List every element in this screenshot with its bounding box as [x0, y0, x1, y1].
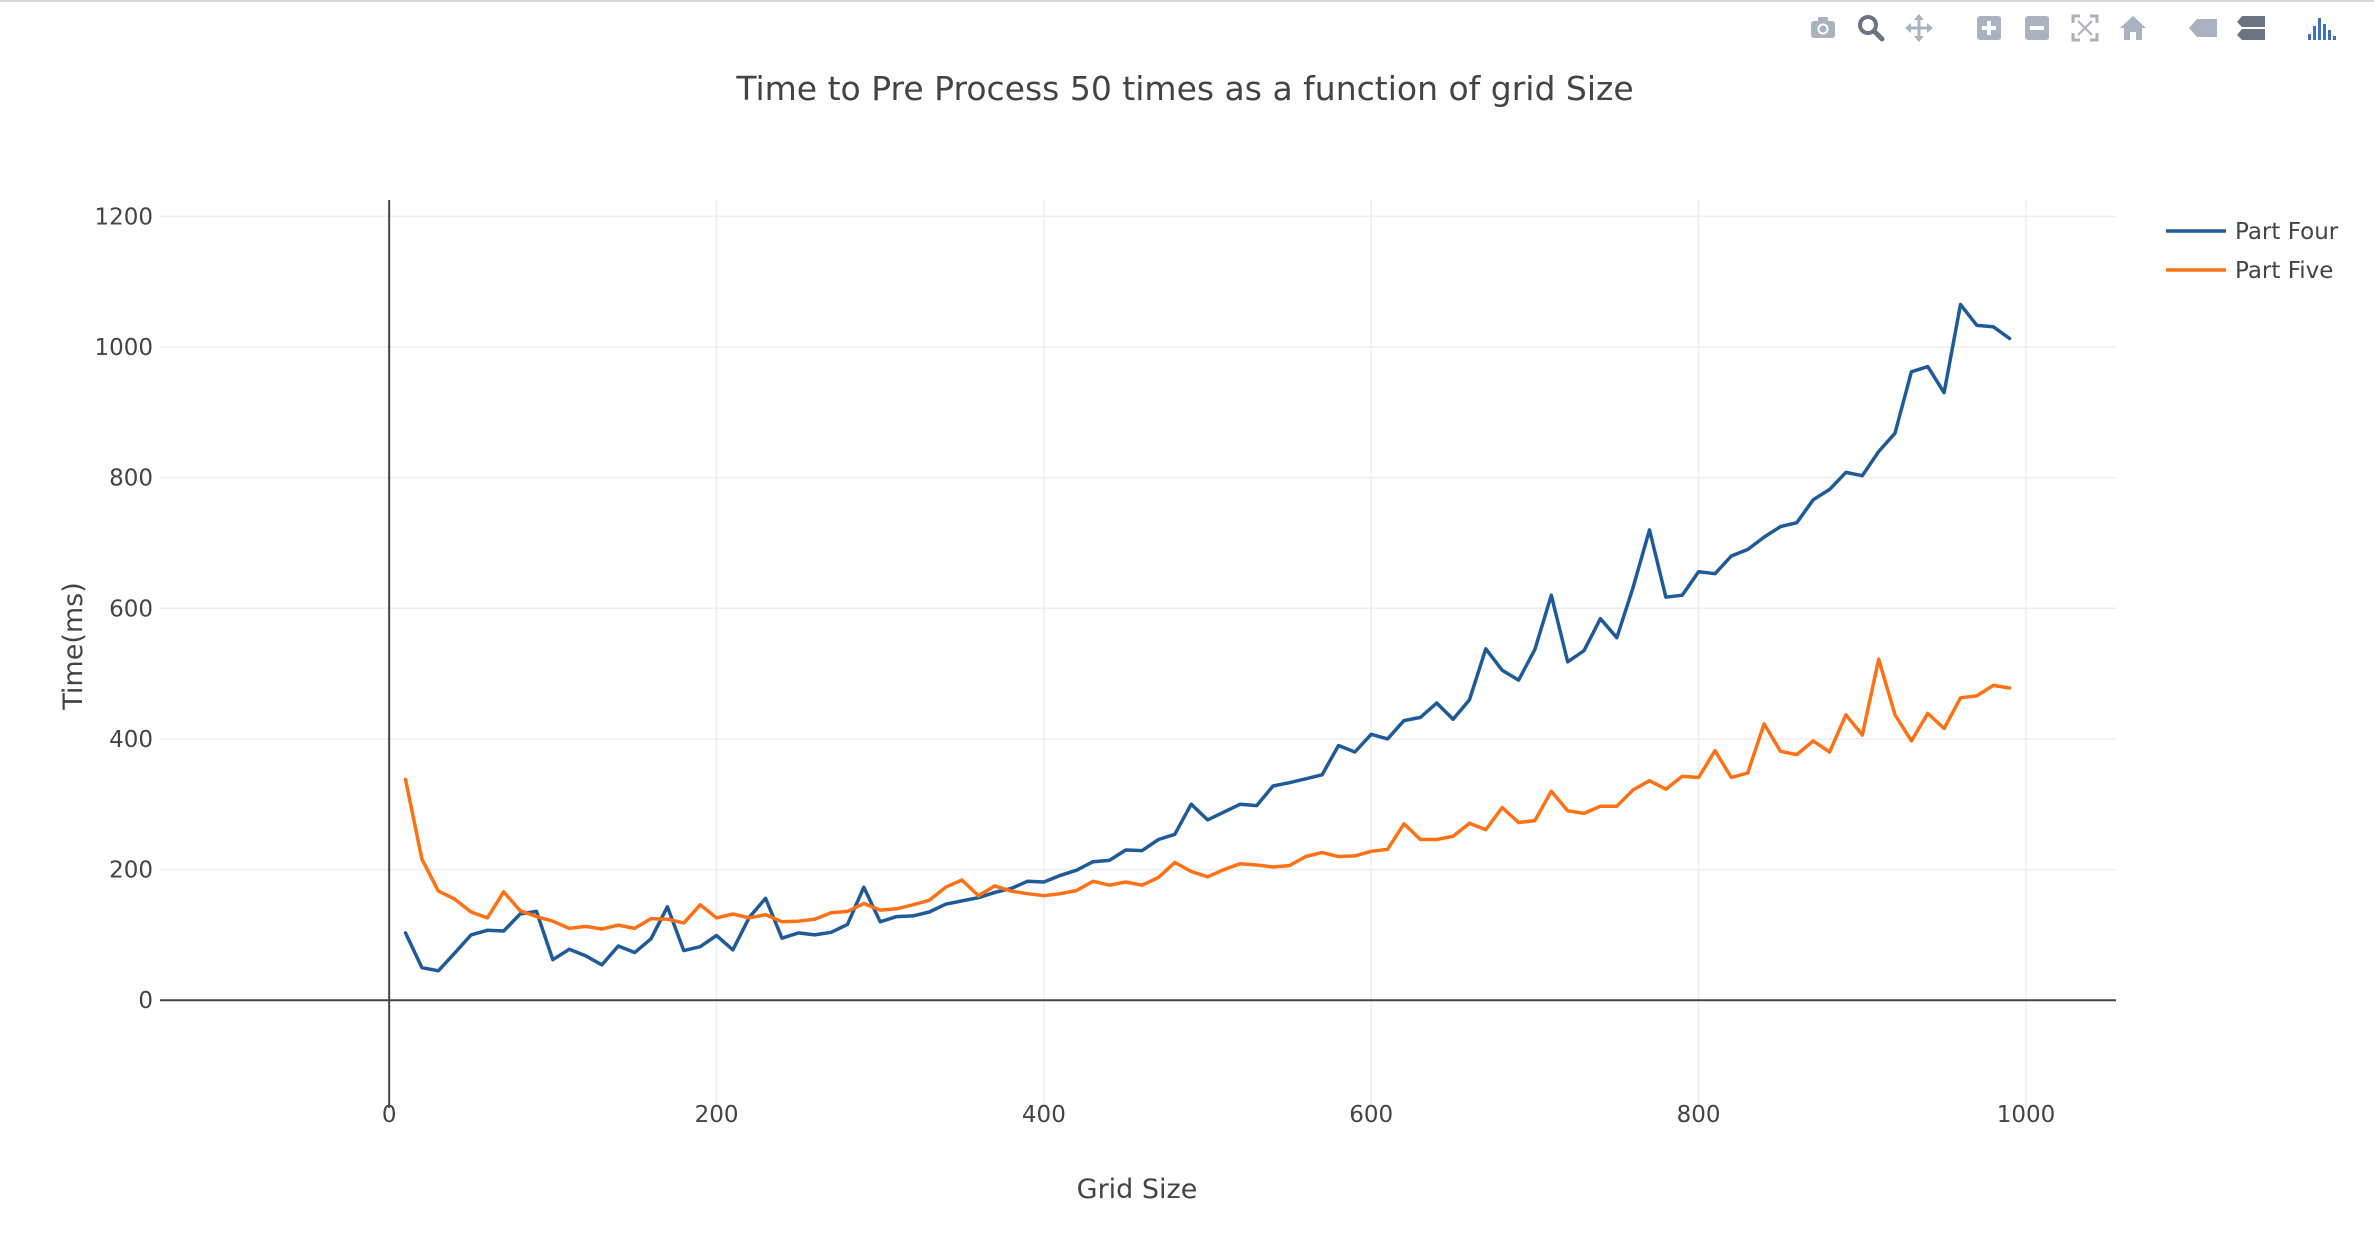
series-line-1 — [403, 657, 2012, 931]
x-tick-label: 0 — [382, 1102, 397, 1128]
autoscale-icon — [2071, 14, 2099, 42]
camera-button[interactable] — [1805, 10, 1841, 46]
y-tick-labels: 0 200 400 600 800 1000 1200 — [94, 204, 153, 1014]
x-tick-label: 800 — [1677, 1102, 1721, 1128]
y-tick-label: 400 — [109, 727, 153, 753]
zoom-in-button[interactable] — [1971, 10, 2007, 46]
camera-icon — [1811, 17, 1835, 38]
top-border — [0, 0, 2374, 2]
y-tick-label: 200 — [109, 858, 153, 884]
x-tick-label: 1000 — [1997, 1102, 2056, 1128]
pan-icon — [1905, 14, 1933, 42]
x-tick-label: 400 — [1022, 1102, 1066, 1128]
modebar — [1805, 10, 2351, 46]
plotly-logo-icon — [2308, 18, 2336, 40]
y-tick-label: 0 — [138, 988, 153, 1014]
pan-button[interactable] — [1901, 10, 1937, 46]
grid-lines — [160, 200, 2116, 1108]
zoom-button[interactable] — [1853, 10, 1889, 46]
series-layer — [403, 302, 2012, 973]
hover-closest-button[interactable] — [2185, 10, 2221, 46]
y-tick-label: 1000 — [94, 335, 153, 361]
series-line-0 — [403, 302, 2012, 973]
hover-closest-icon — [2189, 19, 2217, 37]
zoom-in-icon — [1977, 16, 2001, 40]
x-tick-label: 600 — [1349, 1102, 1393, 1128]
plotly-logo-button[interactable] — [2303, 10, 2339, 46]
zoom-icon — [1858, 15, 1885, 42]
legend: Part Four Part Five — [2166, 219, 2339, 284]
chart-title: Time to Pre Process 50 times as a functi… — [735, 69, 1633, 108]
zoom-out-icon — [2025, 16, 2049, 40]
y-axis-title: Time(ms) — [58, 582, 89, 711]
hover-compare-icon — [2237, 16, 2265, 40]
home-button[interactable] — [2115, 10, 2151, 46]
zoom-out-button[interactable] — [2019, 10, 2055, 46]
y-tick-label: 800 — [109, 466, 153, 492]
home-icon — [2120, 16, 2146, 40]
x-tick-labels: 0 200 400 600 800 1000 — [382, 1102, 2055, 1128]
autoscale-button[interactable] — [2067, 10, 2103, 46]
hover-compare-button[interactable] — [2233, 10, 2269, 46]
y-tick-label: 1200 — [94, 204, 153, 230]
zero-lines — [160, 200, 2116, 1108]
x-tick-label: 200 — [695, 1102, 739, 1128]
x-axis-title: Grid Size — [1077, 1174, 1198, 1205]
legend-label: Part Five — [2235, 258, 2333, 284]
y-tick-label: 600 — [109, 596, 153, 622]
legend-label: Part Four — [2235, 219, 2339, 245]
